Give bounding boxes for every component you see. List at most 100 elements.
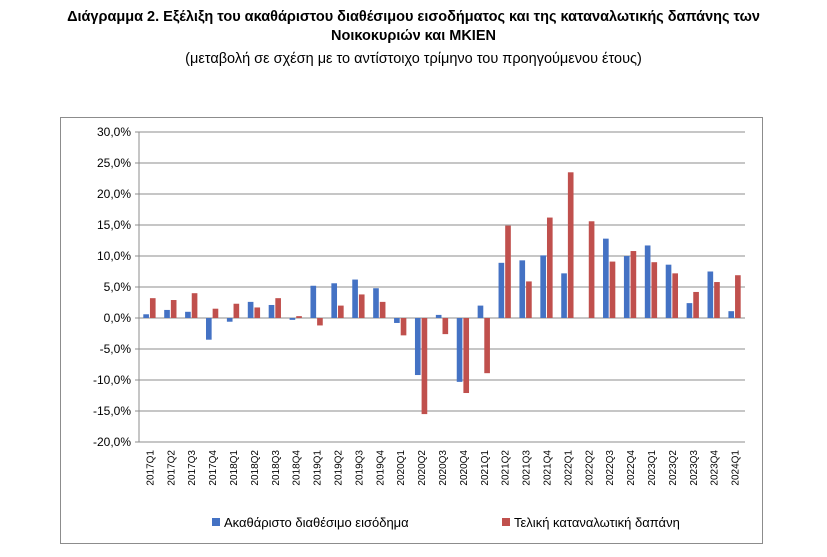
x-tick-label: 2019Q2 [334,450,345,486]
x-tick-label: 2017Q3 [187,450,198,486]
x-tick-label: 2024Q1 [731,450,742,486]
x-tick-label: 2023Q2 [668,450,679,486]
income-bar-2022Q1 [561,273,567,318]
legend-label: Ακαθάριστο διαθέσιμο εισόδημα [224,515,409,530]
consumption-bar-2023Q1 [651,262,658,318]
legend-swatch [502,518,510,526]
consumption-bar-2017Q1 [149,298,156,318]
legend: Ακαθάριστο διαθέσιμο εισόδημα Τελική κατα… [212,515,680,530]
consumption-bar-2021Q4 [546,217,553,318]
x-tick-label: 2019Q4 [375,450,386,486]
x-tick-label: 2023Q1 [647,450,658,486]
consumption-bar-2023Q4 [714,282,720,318]
income-bar-2021Q4 [540,255,546,318]
x-tick-label: 2017Q1 [145,450,156,486]
income-bar-2021Q3 [519,260,526,318]
income-bar-2018Q3 [268,304,275,318]
consumption-bar-2023Q2 [672,273,679,318]
consumption-bar-2017Q3 [191,293,198,318]
income-bar-2018Q1 [226,318,233,322]
income-bar-2017Q4 [205,318,212,340]
legend-swatch [212,518,220,526]
y-tick-label: 10,0% [97,249,131,263]
consumption-bar-2024Q1 [735,275,741,318]
consumption-bar-2020Q1 [400,318,407,336]
income-bar-2017Q2 [164,309,170,318]
consumption-bar-2021Q1 [484,318,490,374]
consumption-bar-2022Q2 [588,221,595,318]
chart-title-line-2: Νοικοκυριών και ΜΚΙΕΝ [331,28,496,44]
consumption-bar-2018Q1 [233,303,240,318]
bars [143,172,741,415]
x-tick-label: 2022Q4 [626,450,637,486]
y-tick-label: 5,0% [104,280,132,294]
consumption-bar-2019Q4 [379,301,386,318]
x-tick-label: 2020Q1 [396,450,407,486]
income-bar-2020Q1 [394,318,400,323]
income-bar-2023Q4 [707,271,714,318]
consumption-bar-2020Q2 [421,318,428,415]
income-bar-2021Q1 [477,305,484,318]
legend-item-consumption: Τελική καταναλωτική δαπάνη [502,515,680,530]
consumption-bar-2019Q3 [358,294,365,318]
y-tick-label: -5,0% [100,342,132,356]
consumption-bar-2017Q4 [212,308,219,318]
chart-area-frame [60,117,763,544]
y-tick-label: -15,0% [93,404,131,418]
x-tick-label: 2022Q3 [605,450,616,486]
x-tick-label: 2017Q2 [166,450,177,486]
income-bar-2021Q2 [498,262,505,318]
y-tick-labels: 30,0% 25,0% 20,0% 15,0% 10,0% 5,0% 0,0% -5,0% -1… [93,125,131,449]
income-bar-2023Q3 [686,303,693,318]
income-bar-2017Q3 [185,311,191,318]
consumption-bar-2022Q3 [609,261,616,318]
x-tick-label: 2020Q3 [438,450,449,486]
legend-item-income: Ακαθάριστο διαθέσιμο εισόδημα [212,515,409,530]
chart-subtitle: (μεταβολή σε σχέση με το αντίστοιχο τρίμ… [185,51,642,67]
income-bar-2019Q3 [352,279,358,318]
income-bar-2022Q4 [623,256,630,318]
x-tick-label: 2018Q3 [271,450,282,486]
x-tick-label: 2020Q4 [459,450,470,486]
y-tick-label: -20,0% [93,435,131,449]
income-bar-2018Q4 [289,318,296,320]
x-tick-label: 2019Q3 [354,450,365,486]
consumption-bar-2020Q3 [442,318,449,335]
income-bar-2018Q2 [247,301,254,318]
x-tick-label: 2021Q3 [522,450,533,486]
chart-title-line-1: Διάγραμμα 2. Εξέλιξη του ακαθάριστου δια… [67,9,760,25]
y-tick-label: -10,0% [93,373,131,387]
x-tick-label: 2022Q2 [584,450,595,486]
consumption-bar-2018Q3 [275,298,281,318]
income-bar-2023Q1 [644,245,651,318]
income-bar-2024Q1 [728,311,735,318]
consumption-bar-2019Q2 [338,305,344,318]
income-bar-2022Q3 [603,238,609,318]
income-bar-2020Q4 [456,318,463,382]
consumption-bar-2020Q4 [463,318,470,394]
consumption-bar-2022Q4 [630,251,637,318]
y-tick-label: 15,0% [97,218,131,232]
consumption-bar-2018Q2 [254,307,261,318]
income-bar-2019Q4 [373,288,379,318]
x-tick-label: 2018Q2 [250,450,261,486]
x-tick-label: 2023Q4 [710,450,721,486]
consumption-bar-2021Q2 [505,225,511,318]
y-tick-label: 25,0% [97,156,131,170]
x-tick-label: 2021Q4 [542,450,553,486]
x-tick-label: 2021Q2 [501,450,512,486]
x-tick-label: 2022Q1 [563,450,574,486]
y-tick-label: 30,0% [97,125,131,139]
consumption-bar-2021Q3 [526,281,532,318]
y-tick-label: 0,0% [104,311,132,325]
consumption-bar-2019Q1 [317,318,323,326]
x-tick-label: 2021Q1 [480,450,491,486]
income-bar-2020Q3 [435,314,442,318]
x-tick-labels: 2017Q1 2017Q2 2017Q3 2017Q4 2018Q1 2018Q2 2018… [145,450,741,486]
x-tick-label: 2018Q1 [229,450,240,486]
legend-label: Τελική καταναλωτική δαπάνη [514,515,680,530]
x-tick-label: 2017Q4 [208,450,219,486]
x-tick-label: 2023Q3 [689,450,700,486]
income-bar-2017Q1 [143,314,149,318]
